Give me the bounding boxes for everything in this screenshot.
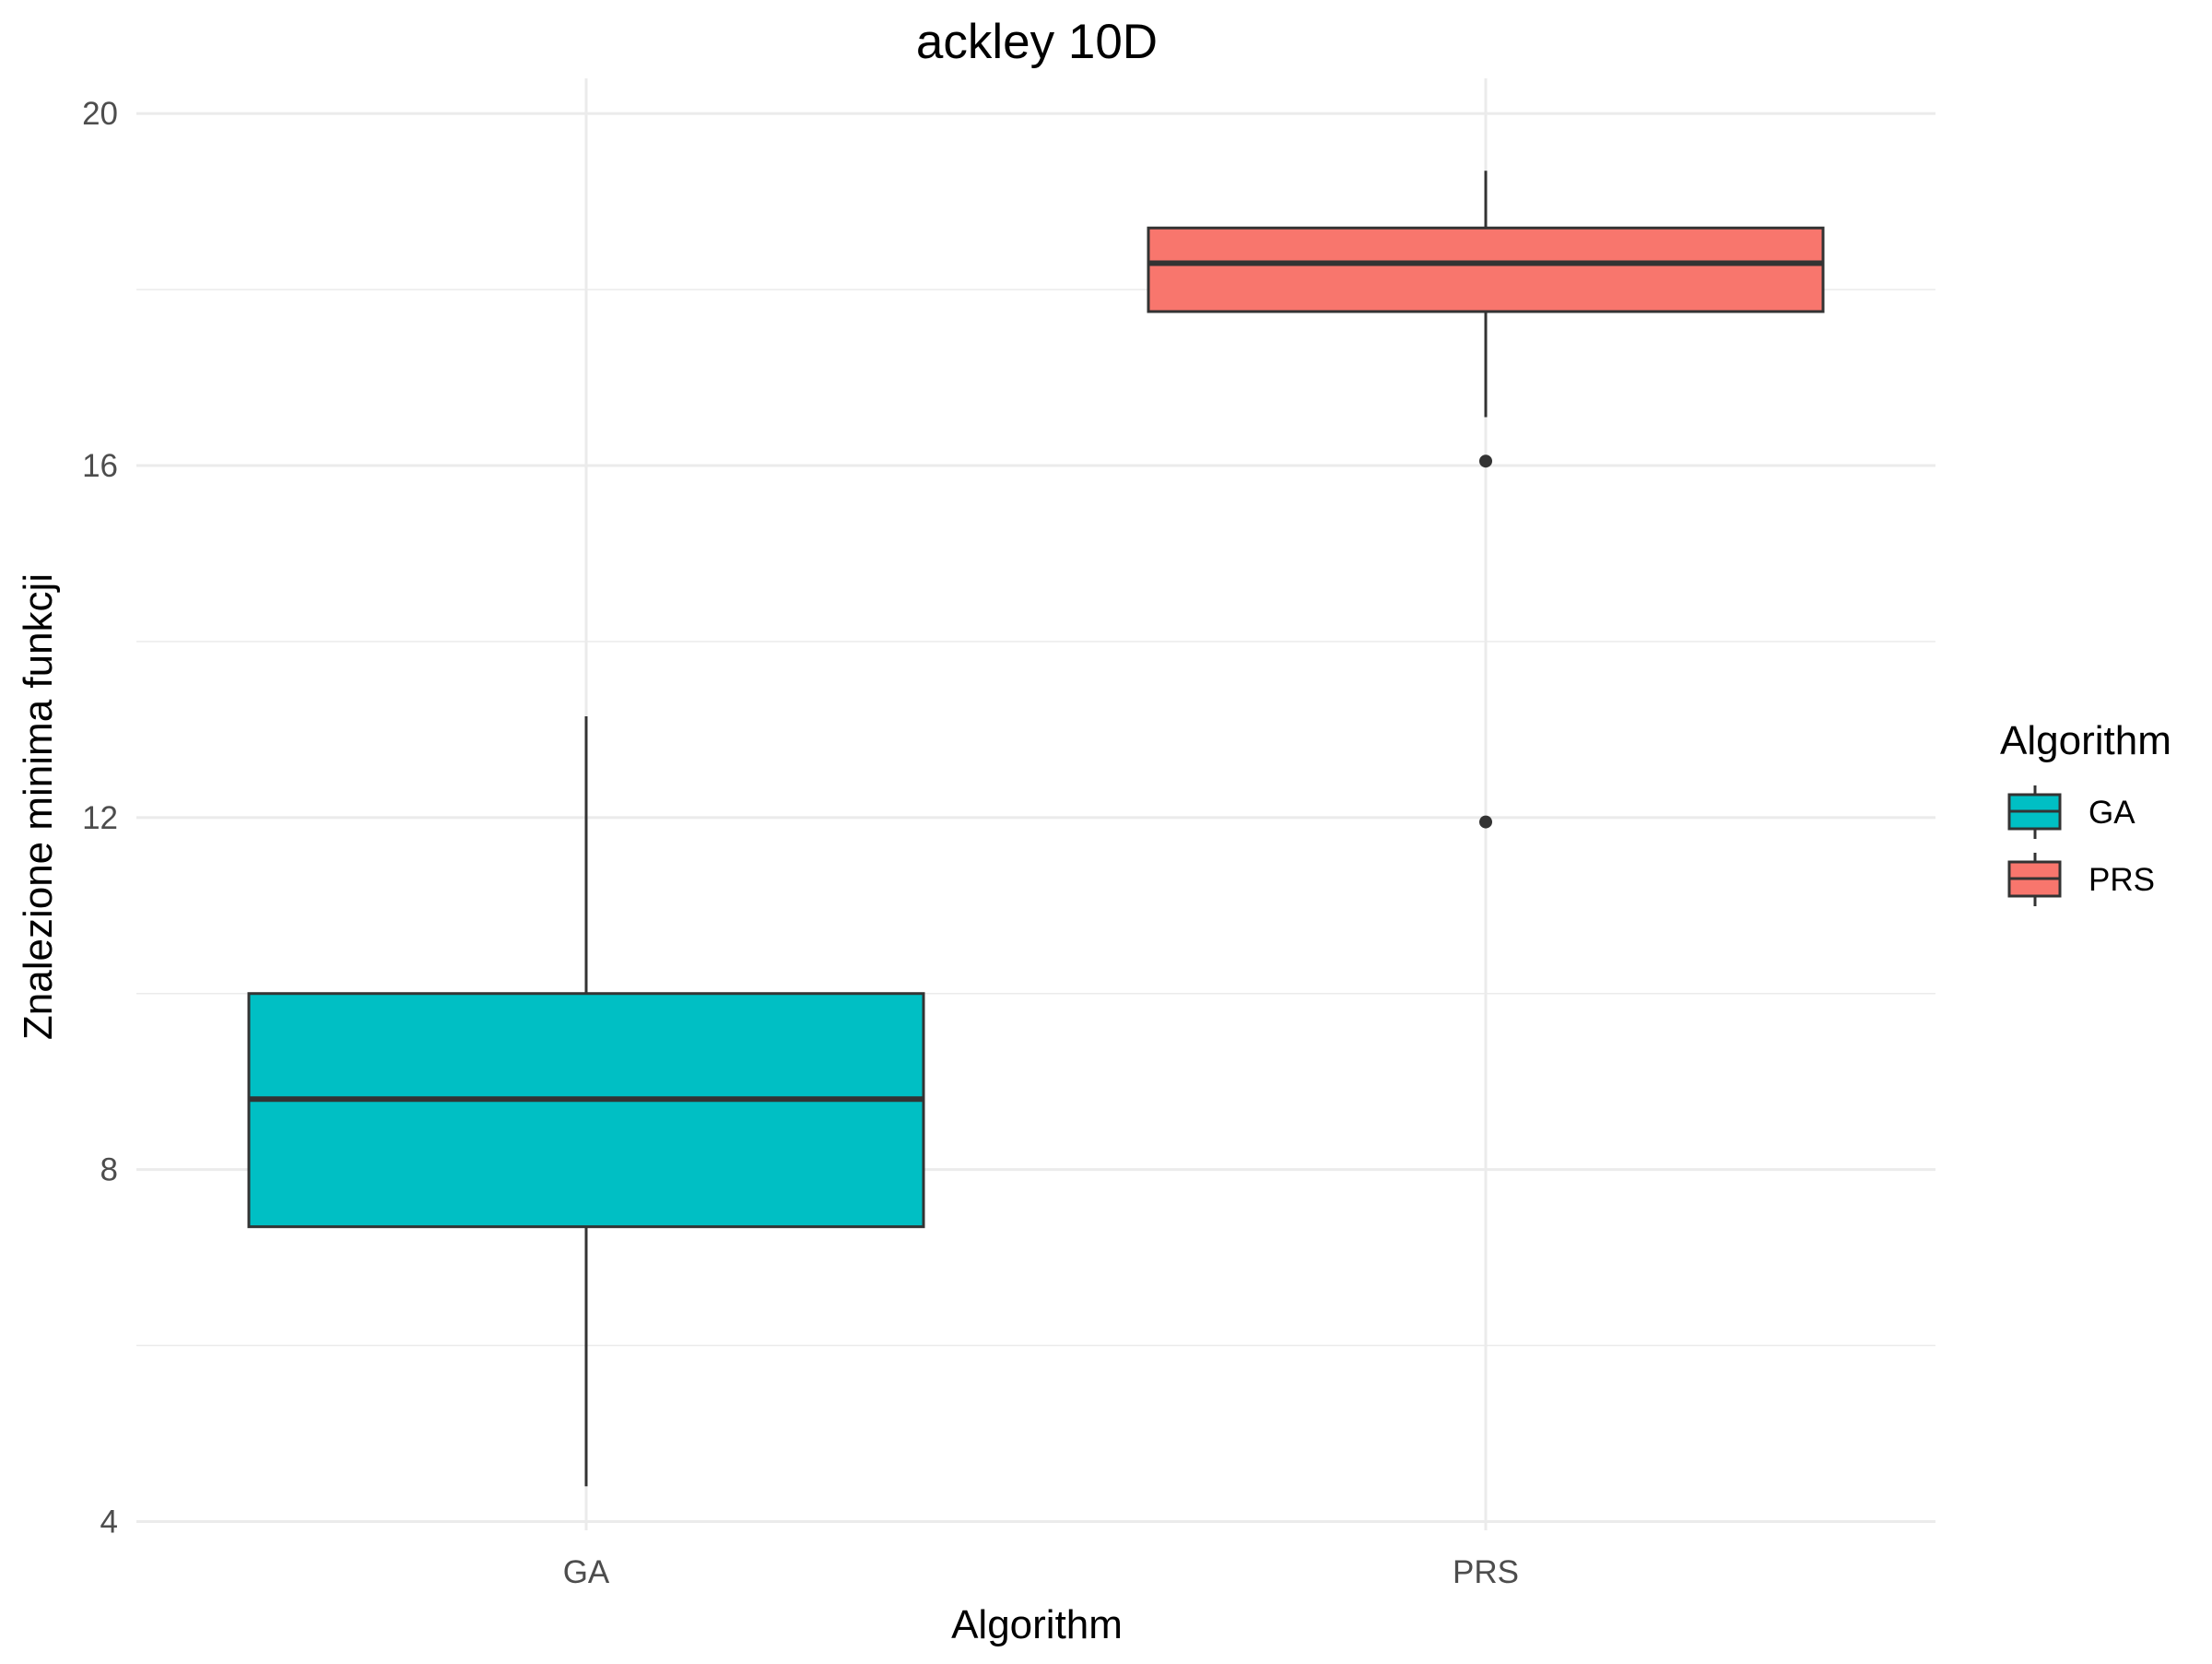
legend-entries: GA PRS xyxy=(2007,785,2155,906)
chart-title: ackley 10D xyxy=(916,15,1158,69)
legend-title: Algorithm xyxy=(2000,718,2171,763)
x-tick-label: GA xyxy=(563,1554,610,1590)
y-axis-title: Znalezione minima funkcji xyxy=(16,573,61,1040)
x-axis-title: Algorithm xyxy=(951,1602,1123,1647)
boxes xyxy=(247,171,1825,1487)
box-prs xyxy=(1147,171,1825,829)
legend-entry-prs: PRS xyxy=(2007,853,2155,906)
legend-entry-ga: GA xyxy=(2007,785,2136,839)
y-tick-label: 12 xyxy=(82,800,118,836)
y-tick-label: 8 xyxy=(100,1152,118,1188)
x-tick-label: PRS xyxy=(1453,1554,1519,1590)
axis-ticks: 4 8 12 16 20 GA PRS xyxy=(82,96,1519,1590)
y-tick-label: 20 xyxy=(82,96,118,132)
legend-label: GA xyxy=(2088,795,2136,831)
box-iqr xyxy=(1147,226,1825,313)
box-iqr xyxy=(247,992,925,1229)
y-tick-label: 16 xyxy=(82,448,118,484)
y-tick-label: 4 xyxy=(100,1504,118,1540)
outlier-point xyxy=(1479,815,1492,829)
legend: Algorithm GA PRS xyxy=(2000,718,2171,906)
box-ga xyxy=(247,716,925,1487)
legend-label: PRS xyxy=(2088,862,2155,898)
outlier-point xyxy=(1479,454,1492,468)
